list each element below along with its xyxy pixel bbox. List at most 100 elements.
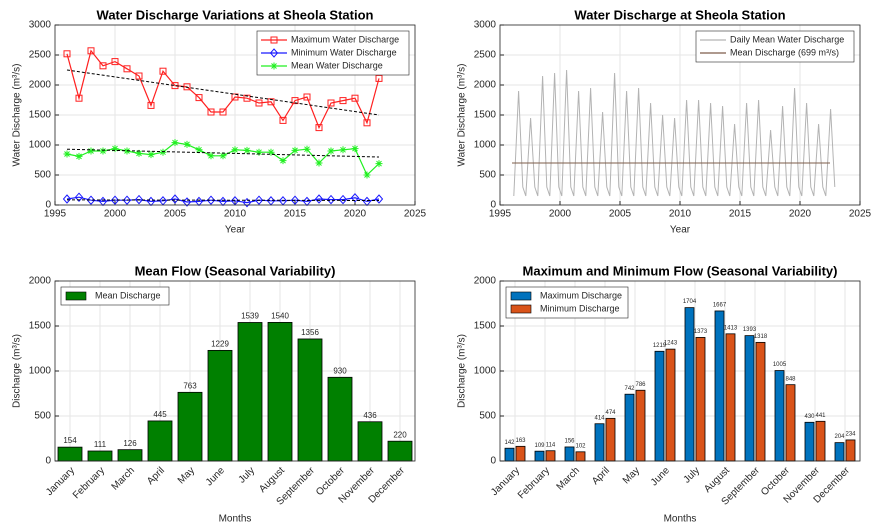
x-axis-label: Months: [664, 514, 697, 523]
y-tick-label: 2000: [29, 80, 52, 91]
marker: [291, 97, 299, 105]
marker: [147, 151, 155, 159]
marker: [134, 194, 144, 205]
y-tick-label: 0: [45, 456, 51, 467]
bar: [684, 307, 695, 462]
bar: [744, 335, 755, 462]
trend-line: [66, 69, 380, 116]
marker: [123, 65, 131, 73]
marker: [207, 152, 215, 160]
marker: [195, 146, 203, 154]
marker: [269, 48, 279, 58]
marker: [207, 108, 215, 116]
marker: [62, 194, 72, 204]
x-tick-label: May: [621, 465, 642, 486]
value-label: 1318: [754, 334, 768, 340]
bar: [545, 450, 556, 462]
axes-box: [54, 280, 416, 462]
bar: [755, 341, 766, 462]
marker: [183, 83, 191, 91]
y-tick-label: 0: [45, 200, 51, 211]
marker: [63, 150, 71, 158]
chart-title: Water Discharge Variations at Sheola Sta…: [97, 7, 374, 22]
marker: [270, 36, 278, 44]
value-label: 142: [504, 440, 515, 446]
value-label: 445: [153, 410, 167, 419]
legend-label: Maximum Discharge: [540, 290, 622, 300]
x-tick-label: 1995: [44, 209, 67, 220]
bar: [177, 391, 203, 462]
y-tick-label: 500: [34, 411, 51, 422]
marker: [74, 192, 84, 202]
value-label: 102: [575, 443, 586, 449]
bar: [534, 450, 545, 462]
marker: [75, 152, 83, 160]
x-tick-label: 2005: [164, 209, 187, 220]
y-tick-label: 1000: [29, 366, 52, 377]
bar: [725, 333, 736, 462]
marker: [231, 93, 239, 101]
x-tick-label: March: [555, 465, 582, 492]
marker: [351, 145, 359, 153]
value-label: 1539: [241, 312, 259, 321]
y-tick-label: 1500: [29, 110, 52, 121]
legend-label: Minimum Discharge: [540, 303, 620, 313]
marker: [350, 193, 360, 203]
chart-title: Water Discharge at Sheola Station: [574, 7, 785, 22]
value-label: 1005: [773, 362, 787, 368]
marker: [63, 50, 71, 58]
bar: [387, 440, 413, 462]
value-label: 1373: [694, 329, 708, 335]
marker: [99, 62, 107, 70]
marker: [315, 124, 323, 132]
marker: [314, 194, 324, 204]
marker: [195, 94, 203, 102]
x-tick-label: 2000: [104, 209, 127, 220]
marker: [303, 93, 311, 101]
marker: [75, 94, 83, 102]
x-tick-label: July: [237, 465, 257, 485]
legend-box: [695, 30, 855, 63]
x-tick-label: March: [110, 465, 137, 492]
bar: [207, 349, 233, 462]
value-label: 1356: [301, 328, 319, 337]
bar: [564, 446, 575, 462]
series-line: [66, 49, 380, 130]
bar: [624, 393, 635, 462]
bar: [237, 322, 263, 462]
trend-line: [66, 148, 380, 158]
marker: [243, 94, 251, 102]
marker: [122, 195, 132, 205]
marker: [183, 140, 191, 148]
x-tick-label: June: [649, 465, 672, 488]
value-label: 109: [534, 443, 545, 449]
bar: [515, 445, 526, 462]
marker: [159, 67, 167, 75]
y-tick-label: 3000: [474, 20, 497, 31]
chart-title: Maximum and Minimum Flow (Seasonal Varia…: [523, 263, 838, 278]
marker: [326, 194, 336, 205]
value-label: 474: [605, 410, 616, 416]
y-tick-label: 1500: [29, 321, 52, 332]
marker: [206, 195, 216, 205]
y-tick-label: 500: [479, 411, 496, 422]
bar: [834, 442, 845, 462]
y-tick-label: 1000: [474, 366, 497, 377]
value-label: 1667: [713, 303, 727, 309]
marker: [231, 146, 239, 154]
y-tick-label: 1500: [474, 110, 497, 121]
marker: [159, 148, 167, 156]
x-tick-label: 2015: [729, 209, 752, 220]
marker: [339, 97, 347, 105]
x-tick-label: 2025: [849, 209, 872, 220]
value-label: 1243: [664, 341, 678, 347]
axes-box: [499, 24, 861, 206]
bar: [695, 337, 706, 462]
axes-box: [499, 280, 861, 462]
marker: [135, 149, 143, 157]
legend-label: Minimum Water Discharge: [291, 47, 397, 57]
marker: [219, 108, 227, 116]
marker: [170, 194, 180, 204]
marker: [135, 72, 143, 80]
bar: [575, 451, 586, 462]
